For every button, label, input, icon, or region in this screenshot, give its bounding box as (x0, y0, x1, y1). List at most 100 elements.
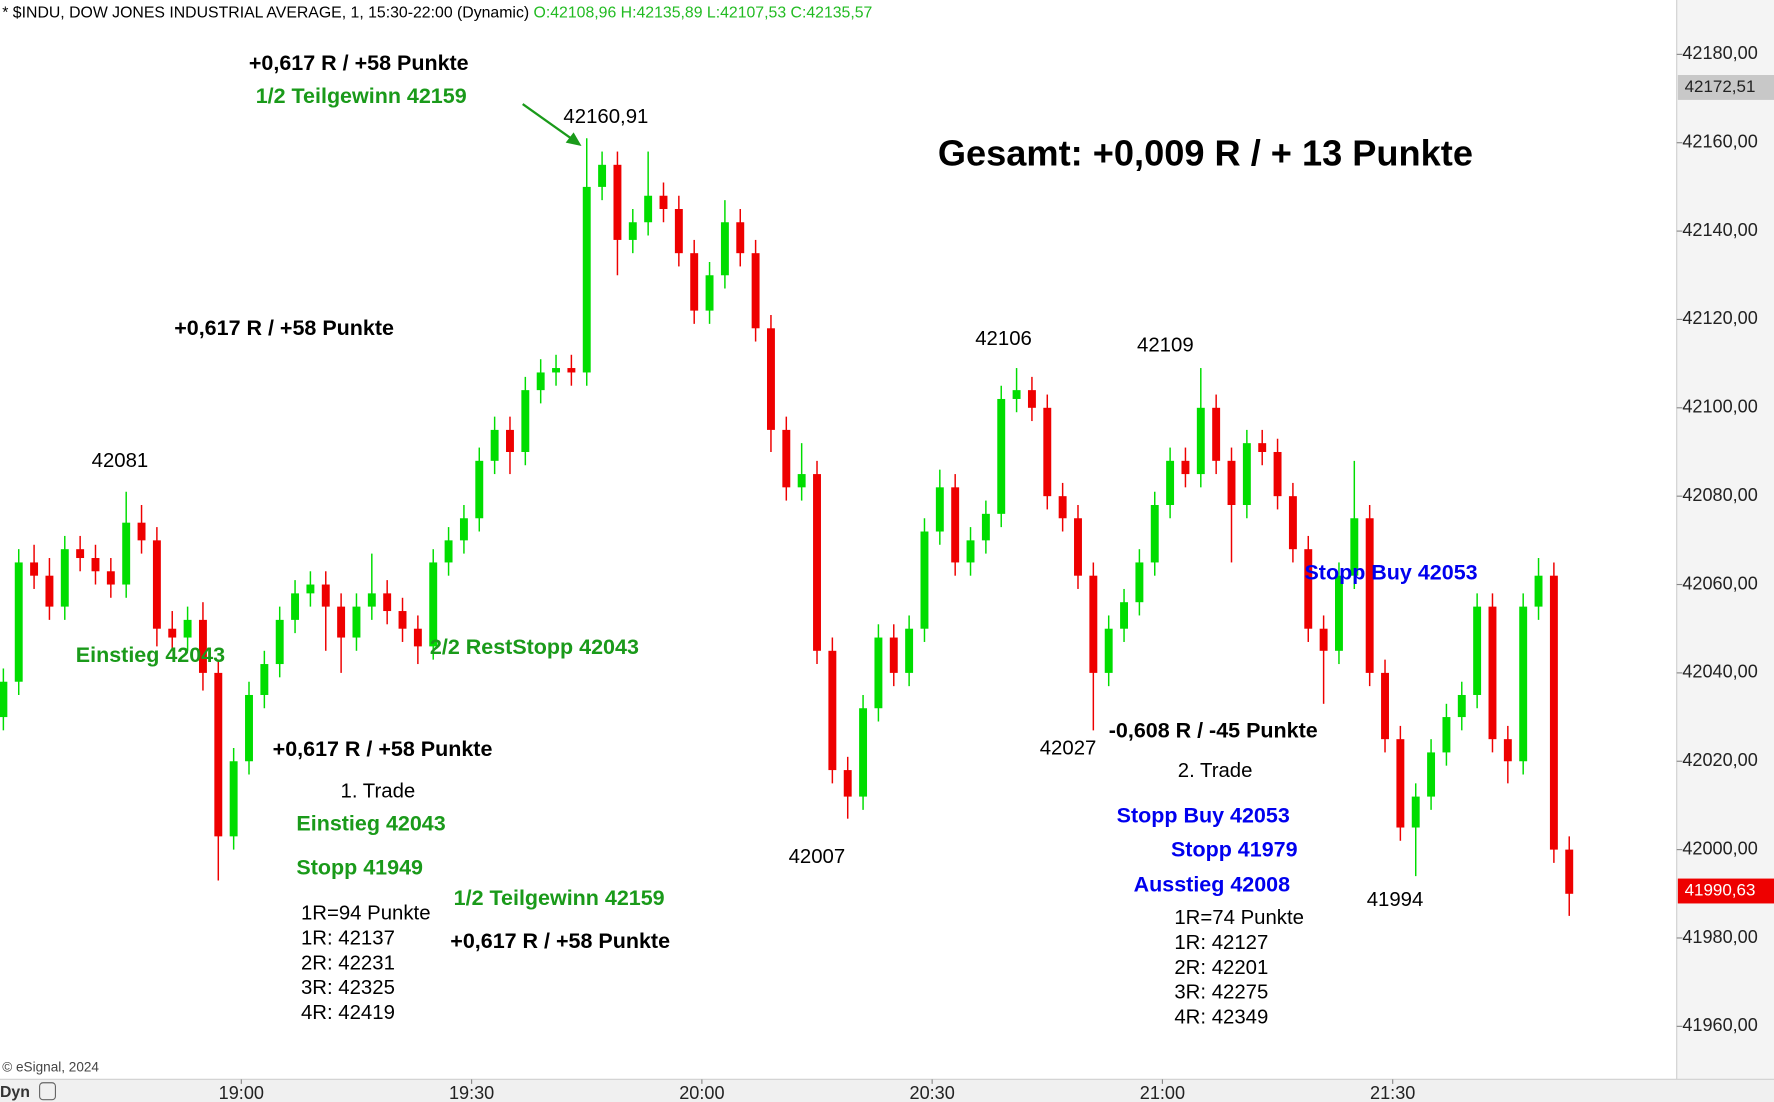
candle-body (644, 195, 653, 223)
annotation: Einstieg 42043 (76, 643, 225, 667)
annotation: Stopp Buy 42053 (1304, 560, 1477, 584)
candle-body (321, 584, 330, 607)
candle-body (260, 664, 269, 695)
annotation: 1R: 42127 (1174, 932, 1268, 954)
candle-body (1442, 717, 1451, 753)
annotation: +0,617 R / +58 Punkte (273, 737, 493, 761)
annotation: Einstieg 42043 (296, 811, 445, 835)
annotation: Stopp Buy 42053 (1117, 804, 1290, 828)
candle-body (1549, 575, 1558, 850)
candle-body (1288, 496, 1297, 550)
candle-body (1150, 505, 1159, 563)
annotation: 2R: 42231 (301, 952, 395, 974)
candle-body (1319, 628, 1328, 651)
candle-body (705, 275, 714, 311)
candle-body (429, 562, 438, 647)
candle-body (137, 522, 146, 541)
annotation: Ausstieg 42008 (1134, 873, 1290, 897)
price-axis-panel (1676, 0, 1774, 1102)
candle-body (30, 562, 39, 576)
candle-body (183, 619, 192, 638)
annotation: 2R: 42201 (1174, 957, 1268, 979)
price-marker (1677, 878, 1774, 904)
candle-body (383, 593, 392, 612)
annotation: 4R: 42349 (1174, 1007, 1268, 1029)
candle-body (367, 593, 376, 607)
candle-body (444, 540, 453, 563)
candle-body (613, 164, 622, 240)
y-tick-label: 41960,00 (1682, 1015, 1757, 1035)
candle-body (122, 522, 131, 585)
candle-body (1012, 390, 1021, 399)
annotation: 4R: 42419 (301, 1002, 395, 1024)
price-marker-label: 41990,63 (1685, 880, 1756, 899)
annotation: 3R: 42325 (301, 977, 395, 999)
candle-body (1365, 518, 1374, 673)
candle-body (1120, 602, 1129, 629)
annotation: +0,617 R / +58 Punkte (249, 51, 469, 75)
x-tick-label: 20:00 (679, 1083, 724, 1102)
candle-body (1166, 460, 1175, 506)
candle-body (782, 429, 791, 488)
candle-body (45, 575, 54, 607)
annotation: 2. Trade (1178, 760, 1253, 782)
candle-body (106, 571, 115, 585)
candle-body (1196, 407, 1205, 475)
y-tick-label: 42040,00 (1682, 662, 1757, 682)
candle-body (152, 540, 161, 629)
candle-body (245, 694, 253, 762)
annotation: +0,617 R / +58 Punkte (174, 316, 394, 340)
y-tick-label: 42080,00 (1682, 485, 1757, 505)
candle-body (690, 253, 699, 311)
candle-body (813, 474, 821, 651)
lock-icon[interactable] (39, 1082, 57, 1101)
candle-body (1258, 443, 1267, 452)
annotation: 3R: 42275 (1174, 982, 1268, 1004)
candle-body (1335, 575, 1343, 651)
candle-body (1457, 694, 1466, 718)
annotation: 42007 (789, 846, 846, 868)
annotation: 1R: 42137 (301, 927, 395, 949)
candle-body (490, 429, 499, 461)
candle-body (1427, 752, 1436, 797)
annotation: 42160,91 (563, 106, 648, 128)
arrow-shaft (522, 103, 578, 144)
dyn-label: Dyn (0, 1084, 30, 1101)
candles (0, 138, 1574, 916)
candle-body (920, 531, 929, 629)
candle-body (674, 208, 683, 254)
candle-body (214, 672, 223, 837)
candle-body (981, 513, 990, 541)
candle-body (552, 368, 560, 373)
annotation: 1/2 Teilgewinn 42159 (256, 84, 467, 108)
source: © eSignal, 2024 (2, 1060, 99, 1075)
x-tick-label: 21:30 (1370, 1083, 1415, 1102)
candle-body (889, 637, 898, 673)
x-tick-label: 21:00 (1140, 1083, 1185, 1102)
candle-body (797, 474, 806, 488)
candle-body (168, 628, 177, 638)
candle-body (352, 606, 361, 638)
annotation: 1/2 Teilgewinn 42159 (454, 886, 665, 910)
candle-body (659, 195, 668, 209)
candle-body (766, 328, 775, 430)
candle-body (1304, 549, 1313, 629)
candle-body (1519, 606, 1528, 762)
y-tick-label: 41980,00 (1682, 927, 1757, 947)
candle-body (337, 606, 346, 638)
annotation: 42109 (1137, 335, 1194, 357)
candle-body (14, 562, 23, 682)
candle-body (567, 368, 576, 373)
ohlc-label: O:42108,96 H:42135,89 L:42107,53 C:42135… (534, 5, 873, 22)
y-tick-label: 42060,00 (1682, 573, 1757, 593)
candle-body (76, 549, 85, 559)
candle-body (475, 460, 484, 519)
annotation: Gesamt: +0,009 R / + 13 Punkte (938, 133, 1473, 174)
x-tick-label: 20:30 (910, 1083, 955, 1102)
annotation: +0,617 R / +58 Punkte (450, 929, 670, 953)
x-tick-label: 19:00 (219, 1083, 264, 1102)
y-tick-label: 42160,00 (1682, 132, 1757, 152)
y-tick-label: 42020,00 (1682, 750, 1757, 770)
